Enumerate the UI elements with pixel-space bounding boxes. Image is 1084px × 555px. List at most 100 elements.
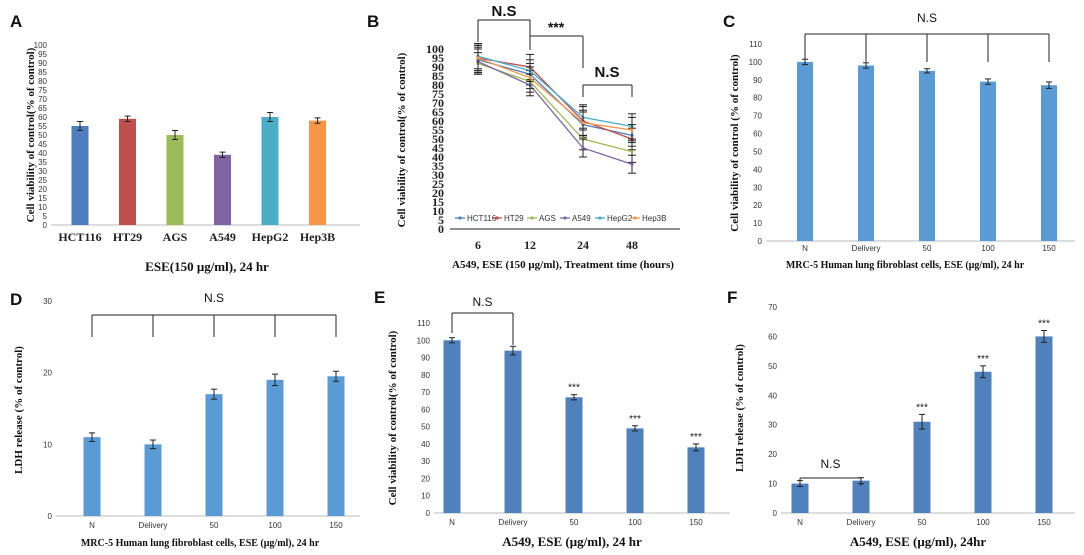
panel-e-xtick: 50 bbox=[570, 518, 579, 527]
panel-b-point bbox=[528, 76, 532, 80]
panel-a-ytick: 80 bbox=[38, 77, 47, 86]
panel-f-ns-bracket: N.S bbox=[799, 457, 862, 486]
panel-f-ytick: 50 bbox=[768, 362, 777, 371]
panel-e: E 0 10 20 30 40 50 60 70 80 90 100 110 N Delivery 50 ***… bbox=[374, 288, 730, 549]
panel-b-xlabel: A549, ESE (150 μg/ml), Treatment time (h… bbox=[452, 259, 674, 271]
panel-b-ytick: 85 bbox=[432, 69, 444, 83]
panel-a-bar bbox=[119, 118, 136, 225]
panel-d-letter: D bbox=[10, 290, 22, 309]
panel-b-ytick: 10 bbox=[432, 204, 444, 218]
panel-b-ytick: 90 bbox=[432, 60, 444, 74]
panel-f-significance: *** bbox=[1038, 319, 1050, 330]
panel-a-bar bbox=[309, 120, 326, 225]
panel-b-legend-marker bbox=[563, 216, 567, 220]
panel-a-ytick: 35 bbox=[38, 158, 47, 167]
panel-a-xtick: A549 bbox=[209, 230, 236, 244]
panel-b-ytick: 35 bbox=[432, 159, 444, 173]
panel-b-ytick: 80 bbox=[432, 78, 444, 92]
panel-e-xtick: 100 bbox=[628, 518, 642, 527]
panel-c-ytick: 40 bbox=[753, 165, 762, 174]
panel-b-point bbox=[476, 56, 480, 60]
panel-a-ytick: 20 bbox=[38, 185, 47, 194]
panel-c: C 0 10 20 30 40 50 60 70 80 90 100 110 N Delivery 50 100… bbox=[723, 12, 1075, 271]
panel-a-ytick: 30 bbox=[38, 167, 47, 176]
panel-f-bar bbox=[791, 483, 809, 513]
panel-a-ytick: 10 bbox=[38, 203, 47, 212]
panel-b-series-line bbox=[477, 62, 633, 153]
panel-c-ytick: 110 bbox=[749, 40, 762, 49]
panel-b-point bbox=[630, 150, 634, 154]
panel-b-legend-label: HT29 bbox=[504, 214, 524, 223]
panel-f-bar bbox=[1035, 336, 1053, 513]
panel-b-ns-label: N.S bbox=[594, 64, 619, 81]
panel-d-xtick: Delivery bbox=[139, 521, 168, 530]
panel-b-ytick: 15 bbox=[432, 195, 444, 209]
panel-c-ytick: 90 bbox=[753, 76, 762, 85]
panel-b-series-line bbox=[477, 55, 633, 128]
panel-c-ns-bracket: N.S bbox=[804, 11, 1050, 62]
panel-f-ytick: 40 bbox=[768, 391, 777, 400]
panel-f-xtick: 100 bbox=[976, 518, 990, 527]
panel-e-xtick: Delivery bbox=[499, 518, 528, 527]
panel-d-ytick: 30 bbox=[43, 297, 52, 306]
panel-f-bar bbox=[974, 371, 992, 513]
panel-f-xtick: Delivery bbox=[847, 518, 876, 527]
panel-c-xtick: 50 bbox=[923, 244, 932, 253]
panel-e-ytick: 110 bbox=[417, 319, 430, 328]
panel-c-ytick: 80 bbox=[753, 94, 762, 103]
panel-b-legend-label: A549 bbox=[572, 214, 591, 223]
panel-f-ytick: 10 bbox=[768, 480, 777, 489]
panel-a-xlabel: ESE(150 μg/ml), 24 hr bbox=[145, 259, 269, 274]
panel-e-significance: *** bbox=[629, 414, 641, 425]
panel-f-ylabel: LDH release (% of control) bbox=[734, 344, 746, 472]
panel-f-xtick: 50 bbox=[918, 518, 927, 527]
panel-e-bar bbox=[443, 340, 461, 513]
panel-f-significance: *** bbox=[916, 402, 928, 413]
panel-d-xtick: 100 bbox=[268, 521, 282, 530]
panel-f-xlabel: A549, ESE (μg/ml), 24hr bbox=[850, 534, 987, 549]
panel-c-ytick: 30 bbox=[753, 183, 762, 192]
ns-label: N.S bbox=[917, 11, 937, 25]
panel-b: B051015202530354045505560657075808590951… bbox=[367, 3, 680, 271]
panel-b-legend-label: Hep3B bbox=[642, 214, 666, 223]
panel-a-ylabel: Cell viability of control(% of control) bbox=[25, 47, 37, 222]
panel-f-ytick: 30 bbox=[768, 421, 777, 430]
panel-b-ylabel: Cell viability of control(% of control) bbox=[396, 52, 408, 227]
panel-a-ytick: 60 bbox=[38, 113, 47, 122]
panel-e-ytick: 80 bbox=[421, 371, 430, 380]
panel-e-significance: *** bbox=[568, 383, 580, 394]
panel-b-legend-label: HCT116 bbox=[467, 214, 497, 223]
panel-d-xtick: 150 bbox=[329, 521, 343, 530]
panel-b-series-line bbox=[477, 61, 633, 165]
panel-c-ytick: 60 bbox=[753, 130, 762, 139]
panel-b-ytick: 70 bbox=[432, 96, 444, 110]
panel-a-ytick: 55 bbox=[38, 122, 47, 131]
panel-a-ytick: 70 bbox=[38, 95, 47, 104]
panel-e-letter: E bbox=[374, 288, 385, 307]
panel-b-point bbox=[630, 128, 634, 132]
panel-e-ytick: 20 bbox=[421, 474, 430, 483]
panel-d-ytick: 0 bbox=[48, 512, 53, 521]
panel-a-ytick: 50 bbox=[38, 131, 47, 140]
panel-f-ytick: 20 bbox=[768, 450, 777, 459]
panel-b-point bbox=[630, 162, 634, 166]
panel-b-ytick: 65 bbox=[432, 105, 444, 119]
panel-e-ns-bracket: N.S bbox=[451, 295, 514, 345]
panel-d: D 0 10 20 30 N Delivery 50 100 150 LDH release (% … bbox=[10, 290, 360, 549]
panel-c-ylabel: Cell viability of control (% of control) bbox=[729, 54, 741, 232]
panel-b-legend-label: HepG2 bbox=[607, 214, 633, 223]
panel-e-xtick: 150 bbox=[689, 518, 703, 527]
panel-c-bar bbox=[919, 70, 935, 241]
panel-c-ytick: 20 bbox=[753, 201, 762, 210]
panel-e-significance: *** bbox=[690, 432, 702, 443]
panel-b-ytick: 100 bbox=[426, 42, 444, 56]
ns-label: N.S bbox=[820, 457, 840, 471]
panel-b-ytick: 50 bbox=[432, 132, 444, 146]
panel-b-ns-label: N.S bbox=[491, 3, 516, 20]
panel-d-xlabel: MRC-5 Human lung fibroblast cells, ESE (… bbox=[81, 538, 320, 549]
panel-c-bar bbox=[858, 65, 874, 241]
panel-d-ytick: 10 bbox=[43, 440, 52, 449]
panel-a-bar bbox=[166, 135, 184, 225]
panel-a-xtick: HepG2 bbox=[252, 230, 289, 244]
ns-label: N.S bbox=[472, 295, 492, 309]
